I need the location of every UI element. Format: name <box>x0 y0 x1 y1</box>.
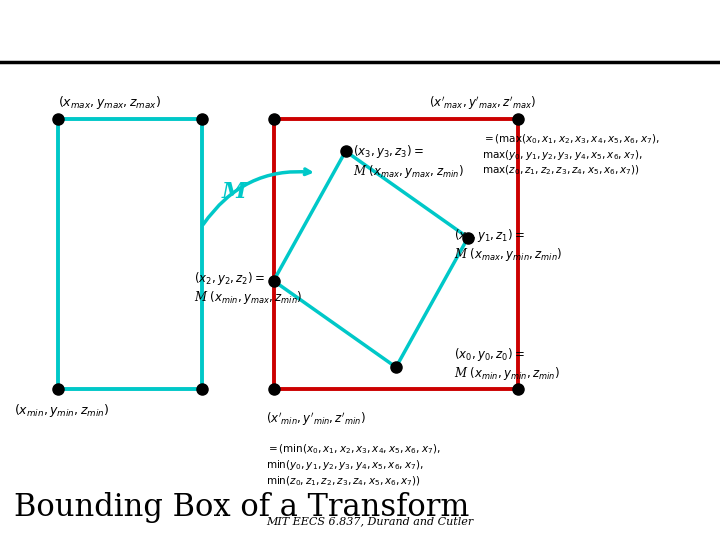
Text: $(x_1,y_1,z_1) =$
M $(x_{max},y_{min},z_{min})$: $(x_1,y_1,z_1) =$ M $(x_{max},y_{min},z_… <box>454 227 562 263</box>
Text: MIT EECS 6.837, Durand and Cutler: MIT EECS 6.837, Durand and Cutler <box>266 516 474 526</box>
Text: $(x_3,y_3,z_3) =$
M $(x_{max},y_{max},z_{min})$: $(x_3,y_3,z_3) =$ M $(x_{max},y_{max},z_… <box>353 143 464 179</box>
Text: $(x_2,y_2,z_2) =$
M $(x_{min},y_{max},z_{min})$: $(x_2,y_2,z_2) =$ M $(x_{min},y_{max},z_… <box>194 270 302 306</box>
Text: $(x'_{min}, y'_{min}, z'_{min})$: $(x'_{min}, y'_{min}, z'_{min})$ <box>266 410 366 428</box>
Text: M: M <box>222 181 246 202</box>
Text: $(x_{min}, y_{min}, z_{min})$: $(x_{min}, y_{min}, z_{min})$ <box>14 402 110 419</box>
Text: $(x_0,y_0,z_0) =$
M $(x_{min},y_{min},z_{min})$: $(x_0,y_0,z_0) =$ M $(x_{min},y_{min},z_… <box>454 346 559 382</box>
Text: $= (\max(x_0,x_1,x_2,x_3,x_4,x_5,x_6,x_7),$
$\max(y_0,y_1,y_2,y_3,y_4,x_5,x_6,x_: $= (\max(x_0,x_1,x_2,x_3,x_4,x_5,x_6,x_7… <box>482 132 660 178</box>
Text: $(x'_{max}, y'_{max}, z'_{max})$: $(x'_{max}, y'_{max}, z'_{max})$ <box>429 94 536 112</box>
Text: $= (\min(x_0,x_1,x_2,x_3,x_4,x_5,x_6,x_7),$
$\min(y_0,y_1,y_2,y_3,y_4,x_5,x_6,x_: $= (\min(x_0,x_1,x_2,x_3,x_4,x_5,x_6,x_7… <box>266 443 441 488</box>
Text: $(x_{max}, y_{max}, z_{max})$: $(x_{max}, y_{max}, z_{max})$ <box>58 94 161 111</box>
Text: Bounding Box of a Transform: Bounding Box of a Transform <box>14 492 469 523</box>
